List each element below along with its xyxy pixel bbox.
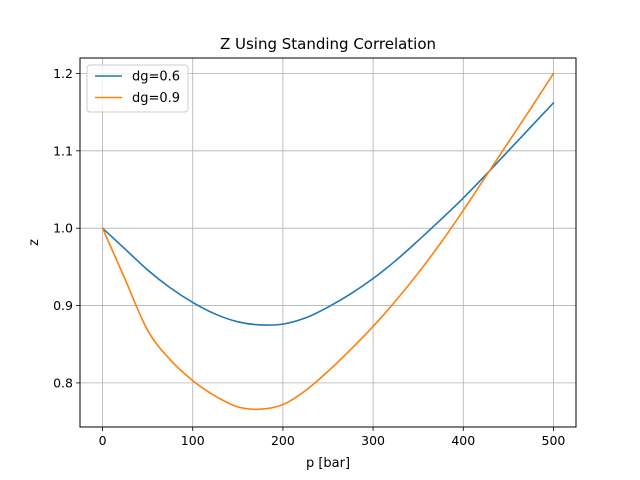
y-tick-label: 0.8	[53, 375, 73, 390]
legend: dg=0.6 dg=0.9	[86, 64, 189, 113]
series-line-2	[101, 72, 555, 411]
x-tick-label: 0	[99, 433, 107, 448]
y-axis-ticks: 0.8 0.9 1.0 1.1 1.2	[53, 66, 80, 390]
x-axis-ticks: 0 100 200 300 400 500	[99, 427, 566, 448]
y-axis-label: z	[27, 239, 42, 246]
y-tick-label: 1.0	[53, 221, 73, 236]
legend-label-1: dg=0.6	[132, 70, 180, 85]
series-layer	[101, 72, 555, 411]
x-tick-label: 100	[181, 433, 205, 448]
x-tick-label: 500	[542, 433, 566, 448]
plot-area	[80, 58, 576, 427]
chart-title: Z Using Standing Correlation	[220, 35, 436, 53]
x-axis-label: p [bar]	[306, 456, 350, 471]
legend-label-2: dg=0.9	[132, 91, 180, 106]
plot-frame	[79, 57, 577, 428]
series-line-1	[101, 102, 555, 326]
y-tick-label: 0.9	[53, 298, 73, 313]
x-tick-label: 300	[361, 433, 385, 448]
y-tick-label: 1.2	[53, 66, 73, 81]
grid	[80, 58, 576, 427]
x-tick-label: 200	[271, 433, 295, 448]
y-tick-label: 1.1	[53, 143, 73, 158]
x-tick-label: 400	[451, 433, 475, 448]
